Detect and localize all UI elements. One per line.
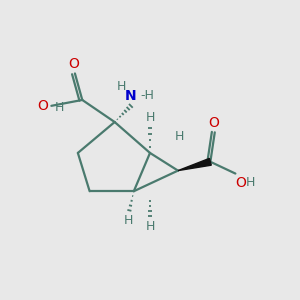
- Text: H: H: [124, 214, 134, 227]
- Text: O: O: [236, 176, 246, 190]
- Text: H: H: [145, 220, 155, 233]
- Polygon shape: [178, 158, 211, 171]
- Text: N: N: [125, 88, 137, 103]
- Text: O: O: [38, 99, 48, 113]
- Text: H: H: [145, 111, 155, 124]
- Text: O: O: [68, 57, 79, 71]
- Text: H: H: [117, 80, 126, 93]
- Text: H: H: [246, 176, 255, 189]
- Text: -H: -H: [141, 89, 154, 102]
- Text: H: H: [175, 130, 184, 142]
- Text: O: O: [208, 116, 219, 130]
- Text: H: H: [54, 101, 64, 114]
